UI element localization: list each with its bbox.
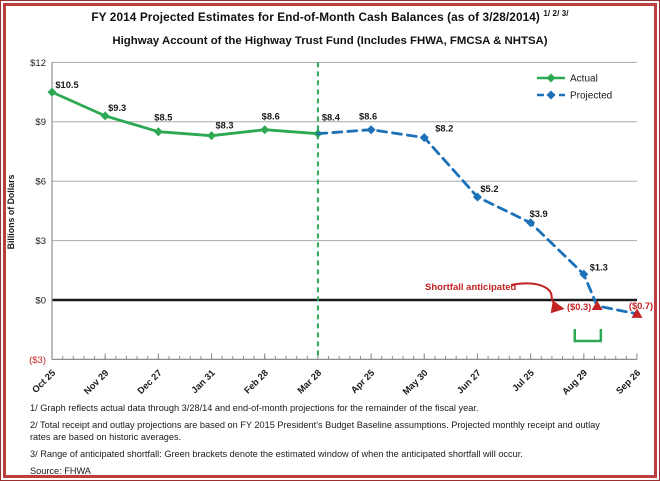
data-label: $8.4 xyxy=(322,113,341,123)
x-tick-label: Apr 25 xyxy=(349,368,377,396)
legend-marker xyxy=(546,73,556,83)
chart-title: FY 2014 Projected Estimates for End-of-M… xyxy=(0,9,660,24)
x-tick-labels: Oct 25 Nov 29 Dec 27 Jan 31 Feb 28 Mar 28 Apr … xyxy=(30,368,642,397)
x-tick-label: Jul 25 xyxy=(510,368,536,394)
data-label: $10.5 xyxy=(55,80,78,90)
data-label: ($0.7) xyxy=(629,301,653,311)
legend-marker xyxy=(546,90,556,100)
data-point-marker xyxy=(100,111,110,121)
y-axis-title: Billions of Dollars xyxy=(6,175,16,250)
x-tick-label: Feb 28 xyxy=(242,368,270,396)
legend: Actual Projected xyxy=(537,73,612,102)
y-tick-label: ($3) xyxy=(29,355,46,366)
data-point-marker xyxy=(47,87,57,97)
data-label: ($0.3) xyxy=(567,302,591,312)
y-tick-label: $3 xyxy=(35,236,46,247)
x-tick-label: Aug 29 xyxy=(560,368,589,397)
data-point-marker xyxy=(419,133,429,143)
data-point-marker xyxy=(579,269,589,279)
x-tick-label: Jun 27 xyxy=(455,368,483,396)
shortfall-annotation: Shortfall anticipated xyxy=(425,282,565,314)
chart-subtitle: Highway Account of the Highway Trust Fun… xyxy=(112,34,548,47)
x-tick-label: Mar 28 xyxy=(295,368,323,396)
x-axis-ticks xyxy=(51,353,638,360)
data-point-marker xyxy=(472,192,482,202)
data-label: $9.3 xyxy=(108,103,126,113)
y-gridlines xyxy=(52,61,637,360)
projected-line xyxy=(316,128,639,316)
legend-label: Actual xyxy=(570,74,598,85)
footnote-refs: 1/ 2/ 3/ xyxy=(543,9,569,18)
y-tick-label: $0 xyxy=(35,295,46,306)
footnote-3: 3/ Range of anticipated shortfall: Green… xyxy=(30,448,523,459)
projected-series: $8.6 $8.2 $5.2 $3.9 $1.3 ($0.3) ($0.7) xyxy=(316,112,653,318)
data-point-marker xyxy=(366,125,376,135)
chart-header: FY 2014 Projected Estimates for End-of-M… xyxy=(0,9,660,47)
y-tick-label: $9 xyxy=(35,117,46,128)
data-point-marker xyxy=(153,127,163,137)
data-label: $1.3 xyxy=(590,262,608,272)
actual-series: $10.5 $9.3 $8.5 $8.3 $8.6 $8.4 xyxy=(47,80,341,141)
x-tick-label: Jan 31 xyxy=(189,368,217,396)
data-label: $8.5 xyxy=(154,113,172,123)
shortfall-point-marker xyxy=(591,300,603,310)
shortfall-arrow xyxy=(510,282,565,314)
shortfall-annotation-text: Shortfall anticipated xyxy=(425,282,517,293)
x-tick-label: May 30 xyxy=(401,368,430,397)
legend-label: Projected xyxy=(570,91,612,102)
x-tick-label: Nov 29 xyxy=(82,368,111,397)
source-line: Source: FHWA xyxy=(30,465,91,476)
data-label: $8.6 xyxy=(359,112,377,122)
data-label: $5.2 xyxy=(480,184,498,194)
data-point-marker xyxy=(207,131,217,141)
chart-title-text: FY 2014 Projected Estimates for End-of-M… xyxy=(91,9,540,24)
data-point-marker xyxy=(313,129,323,139)
data-point-marker xyxy=(526,218,536,228)
data-label: $8.2 xyxy=(435,124,453,134)
shortfall-point-marker xyxy=(631,308,643,318)
y-tick-label: $12 xyxy=(30,58,46,69)
footnote-2: 2/ Total receipt and outlay projections … xyxy=(30,419,600,442)
shortfall-window-bracket xyxy=(573,329,603,343)
footnote-1: 1/ Graph reflects actual data through 3/… xyxy=(30,403,479,413)
y-tick-label: $6 xyxy=(35,177,46,188)
data-point-marker xyxy=(260,125,270,135)
data-label: $8.3 xyxy=(215,121,233,131)
y-tick-labels: $12 $9 $6 $3 $0 ($3) xyxy=(29,58,46,366)
x-tick-label: Sep 26 xyxy=(614,368,642,396)
data-label: $8.6 xyxy=(262,112,280,122)
x-tick-label: Dec 27 xyxy=(136,368,164,396)
x-tick-label: Oct 25 xyxy=(30,368,57,395)
actual-line xyxy=(50,90,320,138)
data-label: $3.9 xyxy=(530,209,548,219)
footnotes: 1/ Graph reflects actual data through 3/… xyxy=(30,403,622,478)
